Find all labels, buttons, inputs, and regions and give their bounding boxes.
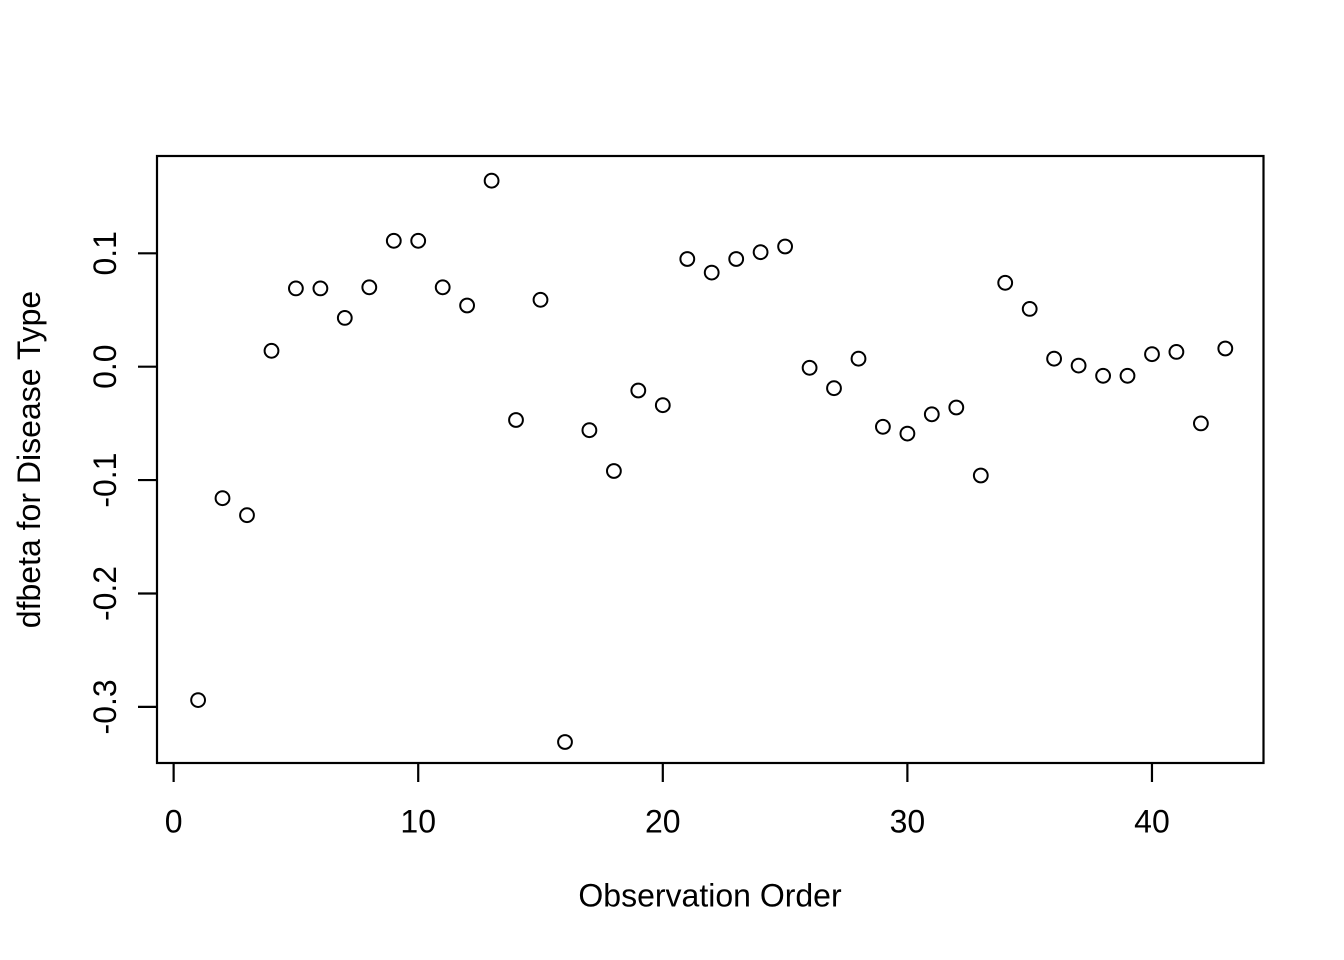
data-point bbox=[239, 507, 255, 524]
data-point bbox=[1217, 340, 1234, 357]
data-point bbox=[606, 463, 622, 479]
data-point bbox=[532, 291, 549, 308]
data-point bbox=[826, 380, 842, 397]
data-point bbox=[728, 251, 745, 267]
y-tick-label: 0.0 bbox=[87, 344, 123, 388]
data-point bbox=[288, 280, 304, 297]
data-point bbox=[997, 274, 1014, 291]
data-point bbox=[410, 232, 427, 249]
y-tick-label: -0.2 bbox=[87, 566, 123, 621]
data-point bbox=[777, 238, 793, 255]
y-axis: -0.3 -0.2 -0.1 0.0 0.1 bbox=[87, 231, 157, 734]
data-point bbox=[434, 279, 451, 296]
data-point bbox=[1046, 350, 1062, 367]
x-tick-label: 0 bbox=[165, 804, 183, 840]
data-point bbox=[1070, 357, 1087, 374]
x-axis: 0 10 20 30 40 bbox=[165, 763, 1170, 840]
data-point bbox=[948, 399, 965, 416]
x-tick-label: 30 bbox=[890, 804, 926, 840]
data-point bbox=[263, 342, 280, 359]
data-point bbox=[850, 350, 867, 367]
data-point bbox=[1193, 415, 1209, 432]
data-point bbox=[385, 232, 402, 249]
data-point bbox=[336, 310, 353, 326]
data-point bbox=[483, 172, 500, 189]
data-point bbox=[508, 412, 524, 428]
data-point bbox=[923, 406, 940, 423]
data-point bbox=[361, 279, 378, 296]
data-point bbox=[1021, 301, 1038, 317]
data-point bbox=[581, 422, 598, 439]
data-point bbox=[972, 467, 989, 484]
data-point bbox=[752, 244, 769, 261]
x-tick-label: 40 bbox=[1134, 804, 1170, 840]
plot-area-border bbox=[155, 154, 1265, 765]
data-point bbox=[190, 692, 207, 708]
x-axis-title: Observation Order bbox=[578, 878, 842, 914]
x-tick-label: 20 bbox=[645, 804, 681, 840]
y-tick-label: -0.1 bbox=[87, 453, 123, 508]
data-point bbox=[459, 297, 476, 314]
data-point bbox=[703, 264, 720, 281]
x-tick-label: 10 bbox=[400, 804, 436, 840]
data-point bbox=[679, 251, 696, 267]
y-tick-label: 0.1 bbox=[87, 231, 123, 275]
data-points bbox=[190, 172, 1234, 750]
data-point bbox=[1119, 367, 1136, 384]
y-axis-title: dfbeta for Disease Type bbox=[11, 291, 47, 628]
data-point bbox=[312, 280, 329, 297]
data-point bbox=[1168, 344, 1185, 360]
data-point bbox=[899, 425, 916, 442]
data-point bbox=[875, 418, 891, 435]
data-point bbox=[1095, 367, 1111, 384]
data-point bbox=[557, 734, 573, 750]
data-point bbox=[654, 397, 671, 414]
data-point bbox=[1144, 346, 1160, 363]
data-point bbox=[801, 359, 818, 376]
data-point bbox=[214, 490, 231, 507]
y-tick-label: -0.3 bbox=[87, 679, 123, 734]
data-point bbox=[630, 382, 647, 399]
